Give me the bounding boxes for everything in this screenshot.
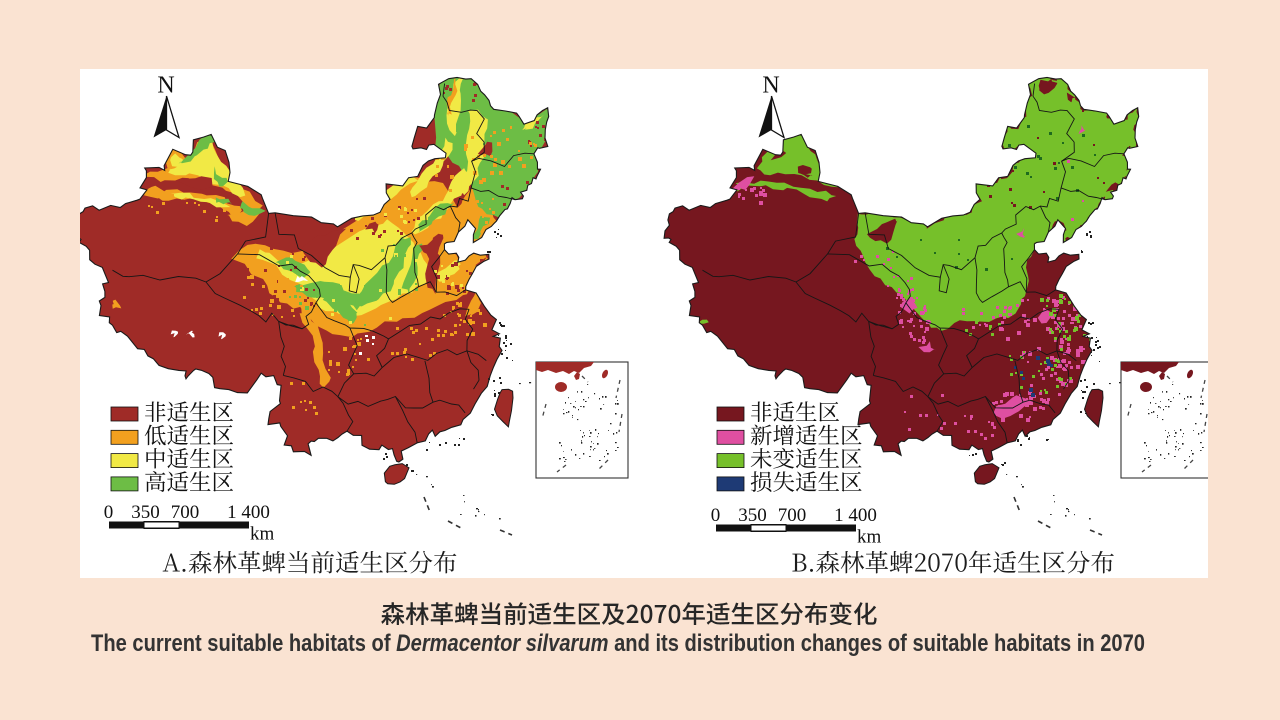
svg-text:N: N <box>157 73 174 99</box>
svg-text:km: km <box>250 524 275 545</box>
svg-text:km: km <box>857 527 882 548</box>
svg-text:N: N <box>762 73 779 99</box>
